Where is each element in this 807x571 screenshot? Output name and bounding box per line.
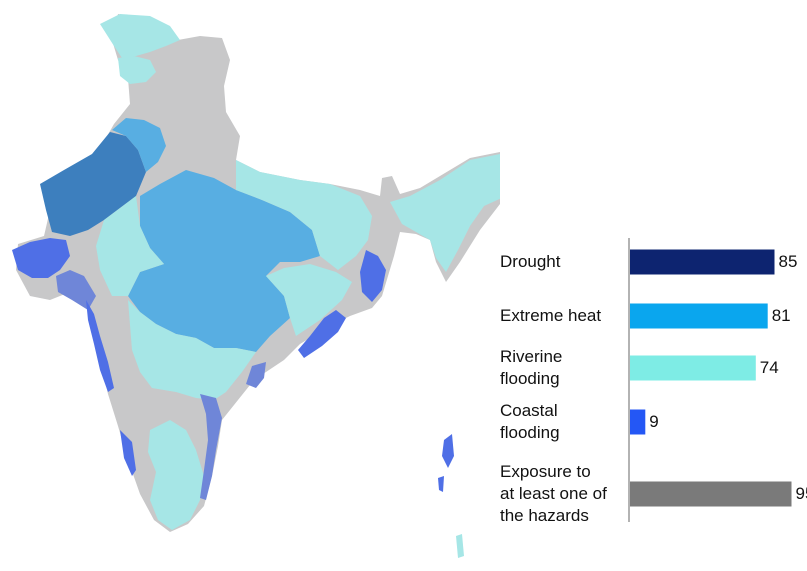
category-label-3: Coastal flooding [500, 401, 560, 442]
region-nicobar-south [456, 534, 464, 558]
bar-1 [630, 303, 768, 329]
region-bengal-coastal [360, 250, 386, 302]
region-andhra-coastal [246, 362, 266, 388]
category-label-0: Drought [500, 252, 561, 271]
region-west-riverine [96, 196, 164, 296]
region-south-tip-riverine [148, 420, 204, 530]
bar-chart-svg [628, 238, 792, 522]
region-tamil-coastal [200, 394, 222, 500]
bar-4 [630, 481, 792, 507]
region-deccan-riverine [266, 264, 352, 336]
category-label-2: Riverine flooding [500, 347, 563, 388]
value-label-3: 9 [649, 412, 659, 431]
region-north-riverine-2 [118, 56, 156, 84]
bar-0 [630, 249, 775, 275]
region-andaman-islands [442, 434, 454, 468]
value-label-1: 81 [771, 306, 791, 325]
region-odisha-coastal [298, 310, 346, 358]
category-label-1: Extreme heat [500, 306, 602, 325]
bar-3 [630, 409, 646, 435]
value-label-4: 95 [795, 484, 807, 503]
region-south-riverine [128, 300, 256, 400]
region-rajasthan-drought [40, 132, 146, 236]
region-northeast-riverine [390, 154, 500, 272]
region-north-riverine [100, 14, 180, 58]
category-label-4: Exposure to at least one of the hazards [500, 462, 607, 525]
region-nicobar-islands [438, 476, 444, 492]
hazard-bar-chart: Drought 85 Extreme heat 81 Riverine flooding… [490, 230, 807, 530]
region-central-heat [128, 170, 320, 352]
region-gangetic-riverine [236, 160, 372, 270]
region-gujarat-coastal [12, 238, 70, 278]
region-kerala-coastal [120, 430, 136, 476]
india-hazard-map [12, 14, 500, 558]
region-west-coast [86, 300, 114, 392]
value-label-2: 74 [759, 358, 779, 377]
bar-2 [630, 355, 756, 381]
value-label-0: 85 [778, 252, 798, 271]
region-punjab-heat [112, 118, 166, 172]
